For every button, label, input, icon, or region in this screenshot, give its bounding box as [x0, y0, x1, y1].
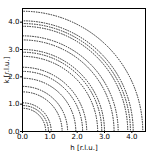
- svg-text:3.0: 3.0: [8, 46, 19, 54]
- svg-text:2.0: 2.0: [8, 73, 20, 82]
- svg-text:h [r.l.u.]: h [r.l.u.]: [70, 144, 98, 151]
- svg-text:0.0: 0.0: [8, 127, 20, 136]
- svg-text:2.0: 2.0: [72, 133, 83, 141]
- svg-text:4.0: 4.0: [126, 133, 137, 141]
- svg-text:3.0: 3.0: [99, 133, 110, 141]
- svg-text:1.0: 1.0: [44, 133, 55, 141]
- svg-text:4.0: 4.0: [8, 18, 19, 26]
- svg-text:1.0: 1.0: [8, 100, 19, 108]
- svg-text:k [r.l.u.]: k [r.l.u.]: [3, 56, 11, 83]
- svg-text:0.0: 0.0: [17, 133, 28, 141]
